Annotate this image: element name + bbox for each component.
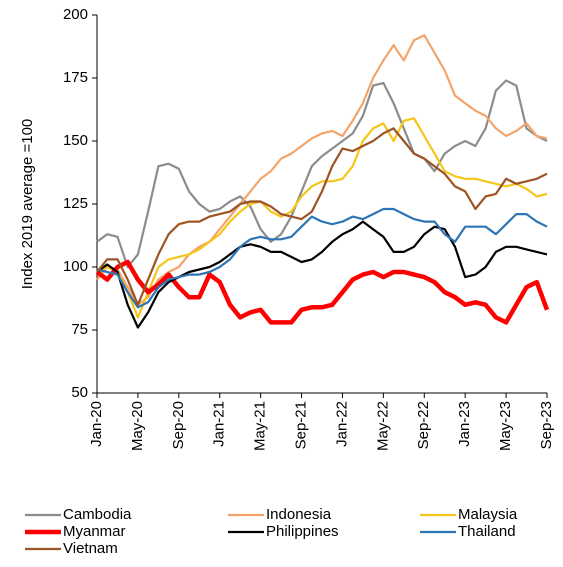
y-axis-label: Index 2019 average =100 <box>19 119 36 290</box>
series-line <box>96 220 548 329</box>
series-line <box>96 34 548 306</box>
series-line <box>96 79 548 269</box>
x-tick-label: May-23 <box>497 401 514 451</box>
legend-label: Thailand <box>458 523 516 540</box>
x-tick-label: Jan-20 <box>88 401 105 447</box>
series-line <box>96 127 548 306</box>
x-tick-label: Jan-23 <box>456 401 473 447</box>
legend-label: Malaysia <box>458 506 518 523</box>
legend-label: Cambodia <box>63 506 132 523</box>
y-tick-label: 175 <box>63 69 88 86</box>
legend-label: Indonesia <box>266 506 332 523</box>
x-tick-label: Jan-22 <box>333 401 350 447</box>
y-tick-label: 200 <box>63 6 88 23</box>
x-tick-label: Sep-23 <box>538 401 555 449</box>
y-tick-label: 100 <box>63 258 88 275</box>
x-tick-label: May-22 <box>374 401 391 451</box>
legend-label: Philippines <box>266 523 339 540</box>
y-tick-label: 75 <box>71 321 88 338</box>
x-tick-label: Jan-21 <box>211 401 228 447</box>
y-tick-label: 50 <box>71 384 88 401</box>
x-tick-label: Sep-21 <box>293 401 310 449</box>
legend-label: Vietnam <box>63 540 118 557</box>
legend-label: Myanmar <box>63 523 126 540</box>
y-tick-label: 150 <box>63 132 88 149</box>
x-tick-label: Sep-22 <box>415 401 432 449</box>
series-line <box>96 117 548 319</box>
x-tick-label: May-21 <box>252 401 269 451</box>
series-line <box>96 207 548 309</box>
x-tick-label: Sep-20 <box>170 401 187 449</box>
y-tick-label: 125 <box>63 195 88 212</box>
x-tick-label: May-20 <box>129 401 146 451</box>
